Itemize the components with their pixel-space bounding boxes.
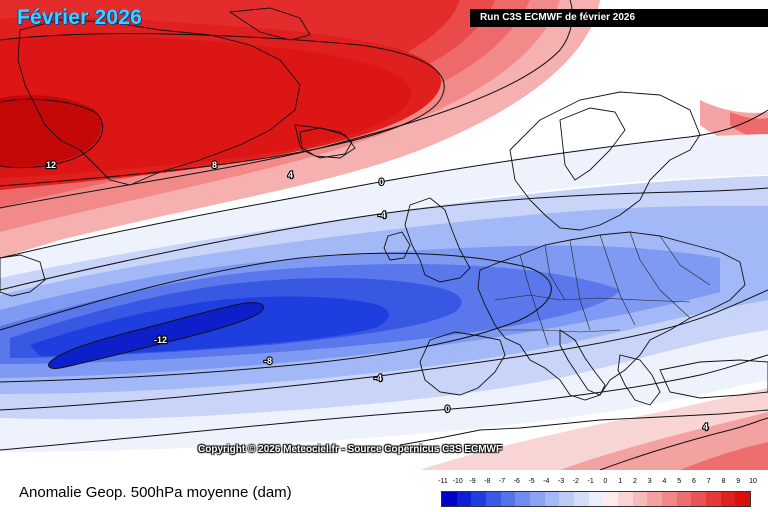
colorbar: -11 -10 -9 -8 -7 -6 -5 -4 -3 -2 -1 0 1 2 3 4 5 6 7 8 9 10: [438, 478, 757, 508]
colorbar-cell: [442, 492, 457, 506]
contour-label: 0: [379, 177, 384, 187]
colorbar-cell: [515, 492, 531, 506]
colorbar-tick-label: 9: [736, 478, 741, 485]
contour-label: 0: [445, 404, 450, 414]
contour-label: -12: [154, 335, 167, 345]
low-core: [48, 302, 264, 369]
colorbar-tick-label: -8: [484, 478, 491, 485]
colorbar-cell: [486, 492, 501, 506]
colorbar-cell: [720, 492, 736, 506]
contour-label: -4: [378, 210, 386, 220]
copyright-notice: Copyright © 2026 Meteociel.fr - Source C…: [198, 444, 503, 455]
borders: [494, 231, 711, 346]
colorbar-cells: [441, 491, 751, 507]
colorbar-tick-label: -10: [452, 478, 463, 485]
colorbar-cell: [662, 492, 677, 506]
run-label: Run C3S ECMWF de février 2026: [470, 9, 768, 27]
contour-lines: [0, 0, 768, 470]
colorbar-tick-label: 8: [721, 478, 726, 485]
colorbar-tick-label: -2: [572, 478, 579, 485]
colorbar-tick-label: 10: [749, 478, 757, 485]
contour-label: -8: [264, 356, 272, 366]
colorbar-cell: [588, 492, 604, 506]
contour-label: 8: [212, 160, 217, 170]
colorbar-cell: [618, 492, 633, 506]
map-caption: Anomalie Geop. 500hPa moyenne (dam): [19, 484, 292, 501]
colorbar-tick-labels: -11 -10 -9 -8 -7 -6 -5 -4 -3 -2 -1 0 1 2 3 4 5 6 7 8 9 10: [438, 478, 757, 488]
colorbar-tick-label: -4: [543, 478, 550, 485]
colorbar-tick-label: -6: [513, 478, 520, 485]
colorbar-tick-label: 7: [706, 478, 711, 485]
colorbar-cell: [706, 492, 721, 506]
colorbar-cell: [559, 492, 575, 506]
colorbar-cell: [456, 492, 472, 506]
colorbar-tick-label: -5: [528, 478, 535, 485]
colorbar-cell: [574, 492, 589, 506]
contour-label-group: 12 8 4 0 -4 -12 -8 -4 0 4: [45, 159, 709, 433]
colorbar-cell: [530, 492, 545, 506]
colorbar-tick-label: 0: [603, 478, 608, 485]
colorbar-cell: [676, 492, 692, 506]
contour-label: -4: [374, 373, 382, 383]
colorbar-tick-label: 2: [632, 478, 637, 485]
anomaly-map: 12 8 4 0 -4 -12 -8 -4 0 4: [0, 0, 768, 470]
map-title: Février 2026: [17, 6, 142, 29]
colorbar-tick-label: 3: [647, 478, 652, 485]
colorbar-cell: [603, 492, 619, 506]
colorbar-tick-label: 6: [691, 478, 696, 485]
colorbar-tick-label: -7: [498, 478, 506, 485]
contour-label: 4: [703, 422, 708, 432]
colorbar-tick-label: -11: [438, 478, 448, 485]
colorbar-cell: [544, 492, 560, 506]
contour-label: 12: [46, 160, 56, 170]
contour-label: 4: [288, 170, 293, 180]
colorbar-cell: [735, 492, 751, 506]
colorbar-tick-label: -9: [469, 478, 476, 485]
colorbar-tick-label: -3: [557, 478, 565, 485]
colorbar-cell: [632, 492, 648, 506]
colorbar-tick-label: 4: [662, 478, 667, 485]
colorbar-tick-label: 5: [677, 478, 682, 485]
colorbar-cell: [500, 492, 516, 506]
colorbar-tick-label: 1: [618, 478, 623, 485]
colorbar-cell: [691, 492, 707, 506]
colorbar-cell: [471, 492, 487, 506]
colorbar-tick-label: -1: [587, 478, 594, 485]
colorbar-cell: [647, 492, 663, 506]
